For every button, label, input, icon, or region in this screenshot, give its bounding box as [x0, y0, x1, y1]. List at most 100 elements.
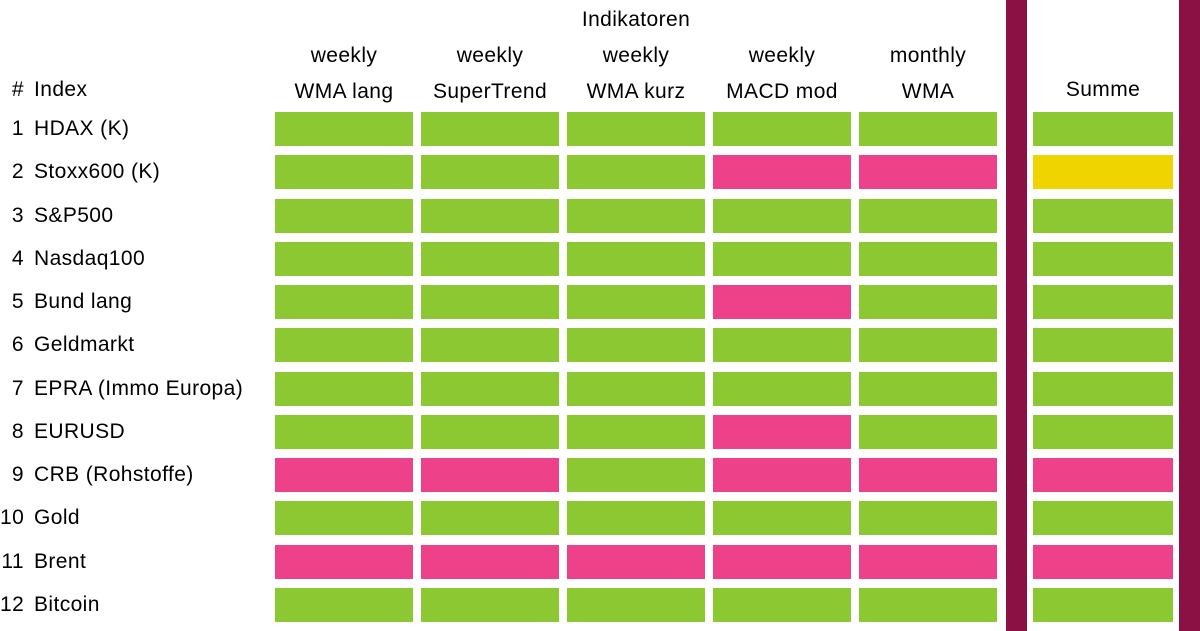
indicator-cell-supertrend	[421, 112, 559, 146]
indicator-cell-supertrend	[421, 198, 559, 233]
indicator-cell-monthly-wma	[859, 198, 997, 233]
indicator-cell-wma-kurz	[567, 458, 705, 492]
indicator-cell-wma-lang	[275, 371, 413, 406]
table-row: 2 Stoxx600 (K)	[0, 155, 1200, 198]
indicator-cell-wma-lang	[275, 544, 413, 579]
indicator-cell-wma-lang	[275, 155, 413, 190]
indicator-cell-wma-lang	[275, 587, 413, 622]
indicator-cell-macd-mod	[713, 458, 851, 492]
column-name: WMA	[901, 80, 955, 103]
row-label: 12 Bitcoin	[0, 592, 100, 616]
column-period: weekly	[748, 44, 816, 67]
summe-cell	[1033, 544, 1173, 579]
table-row: 1 HDAX (K)	[0, 112, 1200, 155]
indicator-cell-supertrend	[421, 458, 559, 492]
row-label: 4 Nasdaq100	[0, 246, 145, 270]
indicator-cell-supertrend	[421, 587, 559, 622]
indicator-cell-wma-kurz	[567, 587, 705, 622]
row-index-name: EPRA (Immo Europa)	[34, 376, 244, 400]
indicator-cell-wma-kurz	[567, 285, 705, 319]
separator-bar-right	[1179, 0, 1200, 631]
row-label: 1 HDAX (K)	[0, 118, 129, 140]
row-index-name: Bitcoin	[34, 592, 100, 616]
summe-column-header: Summe	[1065, 78, 1141, 101]
indicator-cell-macd-mod	[713, 371, 851, 406]
indicator-cell-wma-lang	[275, 458, 413, 492]
row-number: 4	[11, 246, 24, 270]
table-row: 4 Nasdaq100	[0, 241, 1200, 285]
index-column-header: # Index	[0, 78, 87, 102]
column-period: weekly	[310, 44, 378, 67]
summe-cell	[1033, 587, 1173, 622]
row-number: 8	[11, 419, 24, 443]
indicator-cell-monthly-wma	[859, 112, 997, 146]
indicator-cell-supertrend	[421, 544, 559, 579]
summe-cell	[1033, 458, 1173, 492]
indicator-cell-wma-kurz	[567, 544, 705, 579]
indicator-cell-wma-kurz	[567, 328, 705, 363]
table-row: 11 Brent	[0, 544, 1200, 588]
row-label: 2 Stoxx600 (K)	[0, 161, 160, 183]
indicator-cell-monthly-wma	[859, 458, 997, 492]
row-number: 6	[11, 333, 24, 357]
indicator-cell-monthly-wma	[859, 285, 997, 319]
indicator-cell-macd-mod	[713, 155, 851, 190]
indicator-cell-wma-kurz	[567, 155, 705, 190]
row-label: 5 Bund lang	[0, 291, 132, 313]
indicator-cell-macd-mod	[713, 414, 851, 449]
row-index-name: EURUSD	[34, 419, 126, 443]
row-index-name: CRB (Rohstoffe)	[34, 463, 194, 486]
summe-cell	[1033, 198, 1173, 233]
row-label: 7 EPRA (Immo Europa)	[0, 376, 244, 400]
indicator-cell-wma-lang	[275, 328, 413, 363]
row-number: 12	[0, 592, 25, 616]
row-label: 3 S&P500	[0, 203, 114, 227]
indicator-cell-monthly-wma	[859, 501, 997, 536]
column-name: WMA kurz	[586, 80, 686, 103]
indicator-cell-monthly-wma	[859, 371, 997, 406]
row-index-name: Geldmarkt	[34, 333, 135, 357]
row-number: 3	[11, 203, 24, 227]
row-number: 10	[0, 506, 25, 530]
row-index-name: S&P500	[34, 203, 114, 227]
indicator-cell-macd-mod	[713, 241, 851, 276]
indicator-cell-supertrend	[421, 285, 559, 319]
indicator-cell-wma-kurz	[567, 371, 705, 406]
indicator-cell-monthly-wma	[859, 587, 997, 622]
indicator-table: 1 HDAX (K) 2 Stoxx600 (K) 3 S&P500	[0, 112, 1200, 631]
row-index-name: HDAX (K)	[34, 117, 130, 140]
column-header-monthly-wma: monthly WMA	[828, 44, 1028, 104]
indicator-cell-wma-lang	[275, 112, 413, 146]
indicator-cell-supertrend	[421, 371, 559, 406]
indicator-cell-wma-kurz	[567, 112, 705, 146]
indicator-cell-macd-mod	[713, 587, 851, 622]
row-index-name: Stoxx600 (K)	[34, 160, 161, 184]
indicator-cell-wma-kurz	[567, 241, 705, 276]
indicator-cell-monthly-wma	[859, 414, 997, 449]
column-period: weekly	[602, 44, 670, 67]
indicator-cell-supertrend	[421, 501, 559, 536]
table-row: 9 CRB (Rohstoffe)	[0, 458, 1200, 501]
row-index-name: Gold	[34, 506, 80, 530]
summe-cell	[1033, 328, 1173, 363]
indicator-cell-supertrend	[421, 414, 559, 449]
indicator-cell-monthly-wma	[859, 155, 997, 190]
indicator-cell-macd-mod	[713, 328, 851, 363]
column-period: weekly	[456, 44, 524, 67]
index-label: Index	[34, 78, 88, 101]
indicator-cell-macd-mod	[713, 112, 851, 146]
row-number: 11	[1, 549, 24, 573]
summe-cell	[1033, 285, 1173, 319]
table-row: 5 Bund lang	[0, 285, 1200, 328]
table-row: 7 EPRA (Immo Europa)	[0, 371, 1200, 415]
table-title: Indikatoren	[581, 8, 691, 31]
column-header-wma-kurz: weekly WMA kurz	[536, 44, 736, 104]
indicator-cell-wma-lang	[275, 241, 413, 276]
column-name: MACD mod	[726, 80, 838, 103]
separator-bar-left	[1006, 0, 1027, 631]
summe-cell	[1033, 371, 1173, 406]
indicator-cell-macd-mod	[713, 285, 851, 319]
indicator-cell-wma-lang	[275, 414, 413, 449]
indicator-cell-supertrend	[421, 155, 559, 190]
summe-cell	[1033, 501, 1173, 536]
